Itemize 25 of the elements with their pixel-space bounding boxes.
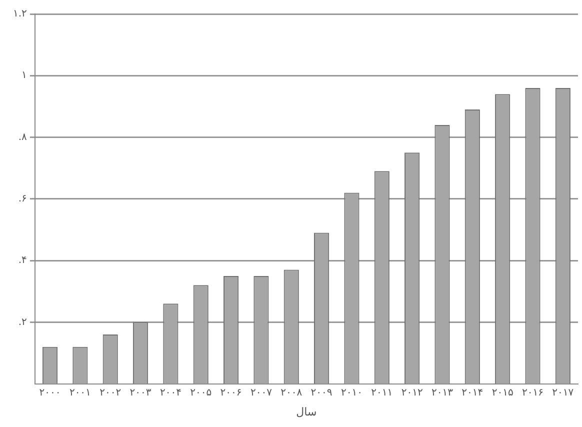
x-tick-label: ۲۰۱۳	[431, 387, 454, 398]
x-tick-label: ۲۰۱۰	[340, 387, 362, 398]
x-tick-label: ۲۰۰۶	[220, 387, 242, 398]
x-tick-label: ۲۰۰۸	[280, 387, 303, 398]
y-tick-label: .۸	[18, 132, 28, 143]
y-tick-label: ۱	[22, 70, 27, 82]
x-tick-label: ۲۰۱۲	[401, 387, 423, 398]
x-tick-label: ۲۰۰۴	[160, 387, 182, 398]
x-tick-label: ۲۰۰۰	[39, 387, 61, 398]
x-tick-label: ۲۰۰۵	[190, 387, 212, 398]
x-tick-label: ۲۰۰۹	[310, 387, 332, 398]
x-tick-label: ۲۰۰۱	[69, 387, 91, 398]
y-tick-label: .۲	[18, 316, 27, 328]
y-tick-label: ۱.۲	[13, 8, 27, 20]
x-tick-label: ۲۰۱۶	[522, 387, 544, 398]
x-tick-label: ۲۰۰۳	[130, 387, 152, 398]
x-tick-label: ۲۰۱۷	[552, 387, 574, 398]
x-tick-label: ۲۰۱۴	[462, 387, 484, 398]
x-axis-title: سال	[296, 405, 317, 418]
y-tick-label: .۴	[18, 255, 27, 266]
x-tick-label: ۲۰۰۲	[100, 387, 122, 398]
y-tick-label: .۶	[18, 193, 27, 204]
x-tick-label: ۲۰۱۱	[371, 387, 393, 398]
x-tick-label: ۲۰۱۵	[492, 387, 514, 398]
x-tick-label: ۲۰۰۷	[250, 387, 273, 398]
